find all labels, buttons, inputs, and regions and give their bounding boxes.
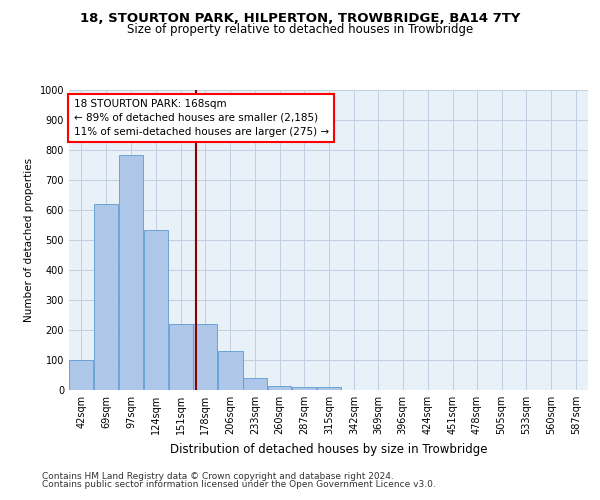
Bar bbox=[70, 360, 93, 390]
Text: Size of property relative to detached houses in Trowbridge: Size of property relative to detached ho… bbox=[127, 24, 473, 36]
Bar bbox=[169, 324, 193, 390]
Y-axis label: Number of detached properties: Number of detached properties bbox=[24, 158, 34, 322]
Bar bbox=[119, 154, 143, 390]
Bar bbox=[268, 386, 292, 390]
Bar bbox=[143, 230, 168, 390]
Text: Contains public sector information licensed under the Open Government Licence v3: Contains public sector information licen… bbox=[42, 480, 436, 489]
Text: 18 STOURTON PARK: 168sqm
← 89% of detached houses are smaller (2,185)
11% of sem: 18 STOURTON PARK: 168sqm ← 89% of detach… bbox=[74, 99, 329, 137]
Text: Distribution of detached houses by size in Trowbridge: Distribution of detached houses by size … bbox=[170, 442, 488, 456]
Text: 18, STOURTON PARK, HILPERTON, TROWBRIDGE, BA14 7TY: 18, STOURTON PARK, HILPERTON, TROWBRIDGE… bbox=[80, 12, 520, 26]
Text: Contains HM Land Registry data © Crown copyright and database right 2024.: Contains HM Land Registry data © Crown c… bbox=[42, 472, 394, 481]
Bar bbox=[218, 351, 242, 390]
Bar bbox=[193, 324, 217, 390]
Bar bbox=[94, 204, 118, 390]
Bar bbox=[292, 387, 316, 390]
Bar bbox=[243, 378, 267, 390]
Bar bbox=[317, 387, 341, 390]
